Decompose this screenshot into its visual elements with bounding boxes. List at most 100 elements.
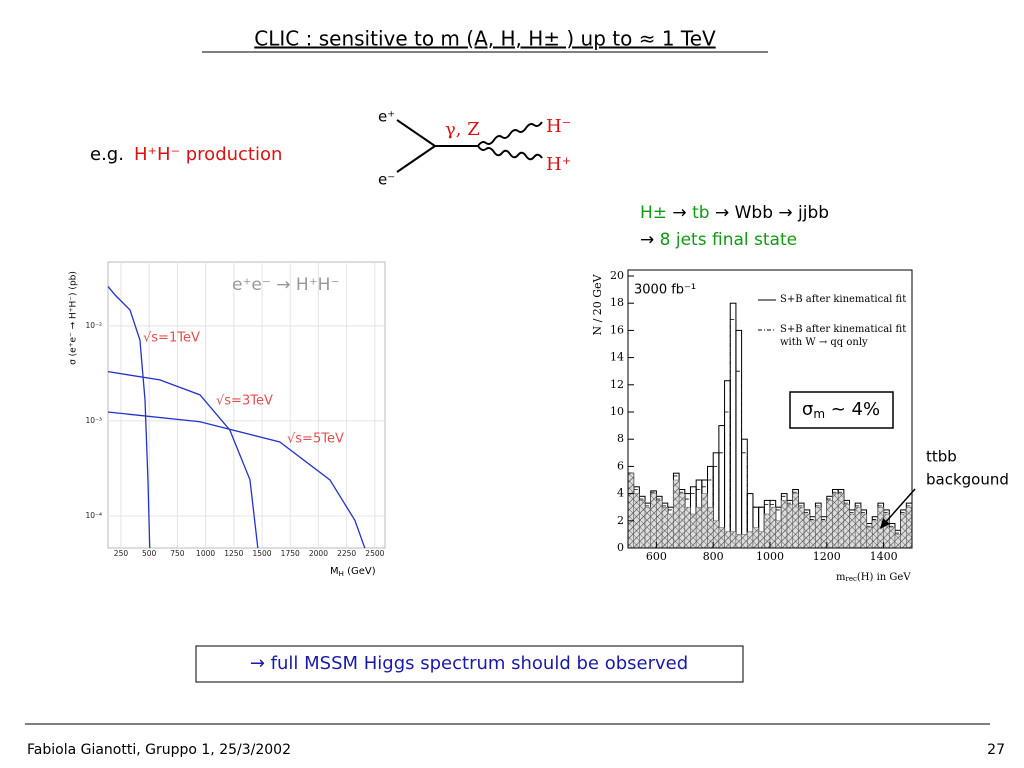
e-plus-label: e⁺: [378, 108, 395, 126]
y-tick-label: 6: [617, 459, 624, 472]
x-tick-label: 750: [170, 549, 185, 558]
hist-bin: [900, 513, 907, 549]
arrow-head: [880, 518, 890, 529]
conclusion-text: → full MSSM Higgs spectrum should be obs…: [250, 653, 688, 674]
decay-part: → Wbb → jjbb: [710, 203, 830, 223]
x-tick-label: 1400: [870, 550, 898, 563]
x-tick-label: 600: [646, 550, 667, 563]
x-axis-label: mrec(H) in GeV: [836, 572, 911, 584]
conclusion-box: [195, 645, 744, 683]
curve: [107, 411, 366, 549]
hist-bin: [741, 452, 748, 549]
example-prefix: e.g.: [90, 144, 124, 165]
decay-line-2: → 8 jets final state: [640, 230, 797, 250]
hist-bin: [644, 506, 651, 549]
resolution-box: [789, 391, 894, 429]
background-label: backgound: [926, 471, 1009, 489]
hist-bin: [741, 534, 748, 549]
hist-bin: [843, 504, 850, 549]
hist-bin: [747, 531, 754, 549]
y-tick-label: 4: [617, 487, 624, 500]
x-tick-label: 1000: [196, 549, 215, 558]
x-tick-label: 250: [114, 549, 129, 558]
decay-part: →: [640, 230, 660, 250]
y-axis-label: N / 20 GeV: [591, 273, 604, 335]
hist-bin: [678, 493, 686, 549]
hist-bin: [854, 506, 862, 549]
hist-bin: [792, 493, 799, 549]
hist-bin: [775, 520, 782, 549]
x-tick-label: 1000: [756, 550, 784, 563]
hist-bin: [701, 493, 708, 549]
y-axis-label: σ (e⁺e⁻ → H⁺H⁻) (pb): [69, 271, 79, 365]
resolution-part: σ: [802, 399, 813, 420]
example-line: e.g. H⁺H⁻ production: [90, 144, 282, 165]
curve: [107, 370, 259, 549]
resolution-text: σm ~ 4%: [802, 399, 880, 421]
hist-bin: [889, 527, 896, 549]
cross-section-chart: 250 500 750 1000 1250 1500 1750 2000 2250 2500 10⁻…: [69, 261, 386, 578]
background-label: ttbb: [926, 448, 957, 466]
hist-bin: [758, 531, 765, 549]
hist-bin: [803, 513, 811, 549]
hist-bin: [786, 504, 793, 549]
hist-bin: [769, 506, 776, 549]
y-tick-label: 8: [617, 432, 624, 445]
boson-label: γ, Z: [445, 119, 480, 140]
curve-label: √s=3TeV: [216, 394, 273, 409]
hist-bin: [860, 513, 867, 549]
slide-title: CLIC : sensitive to m (A, H, H± ) up to …: [254, 27, 716, 51]
x-tick-label: 2500: [365, 549, 384, 558]
h-plus-label: H⁺: [546, 154, 571, 175]
hist-bin: [871, 520, 879, 549]
hist-bin: [735, 370, 742, 549]
hist-bin: [764, 513, 771, 549]
y-tick-label: 0: [617, 541, 624, 554]
curve-label: √s=5TeV: [287, 432, 344, 447]
hist-bin: [673, 479, 680, 549]
hist-bin: [633, 493, 640, 549]
x-axis-label-part: H: [339, 570, 344, 578]
y-tick-label: 2: [617, 514, 624, 527]
hist-bin: [724, 531, 731, 549]
decay-part: 8 jets final state: [660, 230, 797, 250]
x-tick-label: 1250: [224, 549, 243, 558]
decay-line-1: H± → tb → Wbb → jjbb: [640, 203, 829, 223]
footer-author: Fabiola Gianotti, Gruppo 1, 25/3/2002: [27, 742, 291, 758]
hist-bin: [781, 500, 788, 549]
hist-bin: [712, 520, 720, 549]
resolution-part: ~ 4%: [825, 399, 880, 420]
hist-bin: [837, 493, 845, 549]
hist-bin: [826, 500, 833, 549]
y-tick-label: 10⁻⁴: [85, 511, 102, 520]
hist-bin: [735, 534, 742, 549]
resolution-part: m: [813, 407, 825, 421]
annotation: e⁺e⁻ → H⁺H⁻: [232, 275, 339, 295]
hist-bin: [820, 520, 828, 549]
x-axis-label-part: (GeV): [344, 566, 376, 577]
y-tick-label: 18: [610, 296, 624, 309]
example-process: H⁺H⁻ production: [134, 144, 282, 165]
y-tick-label: 10⁻³: [85, 416, 102, 425]
x-tick-label: 800: [703, 550, 724, 563]
legend-entry: S+B after kinematical fit with W → qq on…: [780, 324, 907, 348]
hist-bin: [695, 506, 703, 549]
page-number: 27: [987, 742, 1005, 758]
background-arrow: [883, 488, 916, 525]
x-tick-label: 1750: [281, 549, 300, 558]
hist-bin: [752, 527, 759, 549]
decay-part: →: [667, 203, 692, 223]
hist-bin: [718, 527, 725, 549]
hist-bin: [667, 513, 674, 549]
plot-area: [107, 261, 386, 549]
hist-bin: [627, 472, 634, 549]
x-tick-label: 1200: [813, 550, 841, 563]
legend-text: S+B after kinematical fit with W → qq on…: [780, 324, 907, 348]
x-axis-label-part: M: [330, 566, 339, 577]
decay-part: H±: [640, 203, 667, 223]
y-tick-label: 16: [610, 323, 624, 336]
mass-histogram: 600 800 1000 1200 1400 0 2 4 6 8 10 12 14 16 18 20 S+B a…: [591, 269, 1009, 583]
y-tick-label: 20: [610, 269, 624, 282]
hist-bin: [661, 506, 669, 549]
x-axis-label: MH (GeV): [330, 566, 376, 578]
